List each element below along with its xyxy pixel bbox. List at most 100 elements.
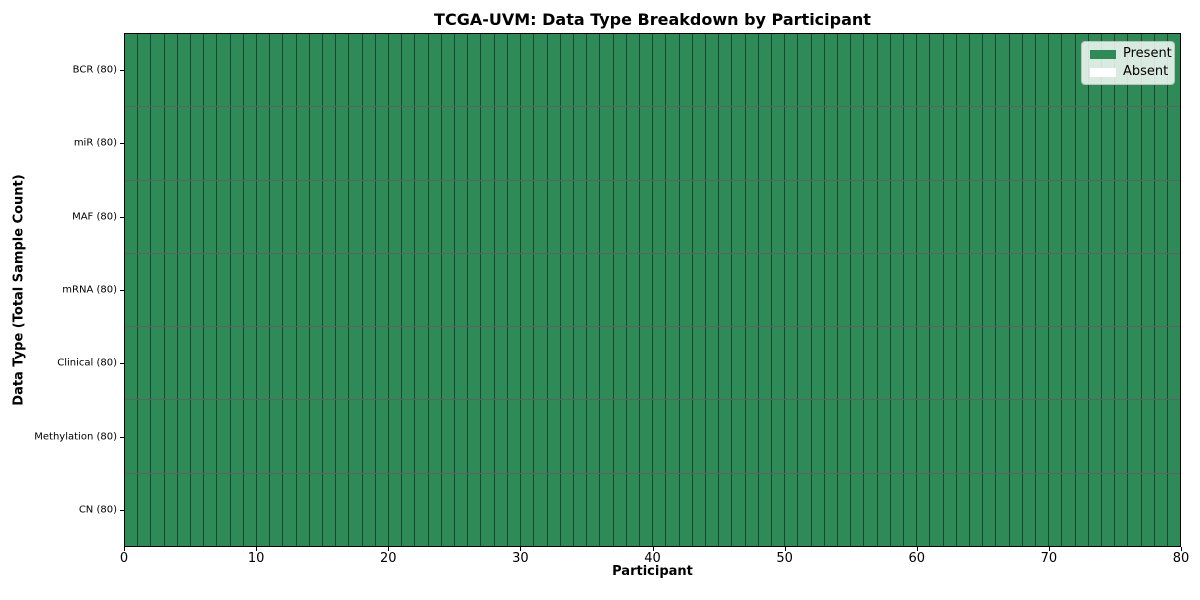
heatmap-cell bbox=[798, 34, 812, 107]
heatmap-cell bbox=[547, 180, 561, 253]
heatmap-cell bbox=[309, 34, 324, 107]
heatmap-cell bbox=[481, 253, 495, 327]
heatmap-cell bbox=[903, 400, 918, 473]
heatmap-cell bbox=[428, 180, 442, 253]
heatmap-cell bbox=[243, 180, 258, 253]
heatmap-cell bbox=[1062, 473, 1076, 546]
heatmap-cell bbox=[917, 180, 931, 253]
y-tick-mark bbox=[120, 216, 124, 218]
heatmap-cell bbox=[204, 473, 218, 546]
heatmap-cell bbox=[943, 327, 957, 400]
heatmap-cell bbox=[534, 180, 548, 253]
heatmap-cell bbox=[323, 253, 337, 327]
heatmap-cell bbox=[257, 253, 271, 327]
heatmap-cell bbox=[243, 473, 258, 546]
heatmap-cell bbox=[758, 473, 772, 546]
heatmap-cell bbox=[323, 107, 337, 180]
heatmap-cell bbox=[758, 327, 772, 400]
heatmap-cell bbox=[587, 107, 601, 180]
heatmap-cell bbox=[705, 400, 720, 473]
heatmap-cell bbox=[191, 327, 205, 400]
heatmap-cell bbox=[930, 107, 944, 180]
heatmap-cell bbox=[785, 180, 799, 253]
heatmap-cell bbox=[1102, 400, 1116, 473]
heatmap-cell bbox=[402, 400, 416, 473]
heatmap-cell bbox=[679, 107, 693, 180]
heatmap-cell bbox=[837, 34, 852, 107]
heatmap-cell bbox=[1036, 473, 1050, 546]
heatmap-cell bbox=[745, 400, 759, 473]
heatmap-cell bbox=[785, 34, 799, 107]
heatmap-cell bbox=[573, 253, 588, 327]
heatmap-cell bbox=[613, 327, 627, 400]
x-tick-mark bbox=[784, 547, 786, 551]
heatmap-cell bbox=[613, 400, 627, 473]
heatmap-cell bbox=[890, 327, 904, 400]
heatmap-cell bbox=[323, 180, 337, 253]
heatmap-cell bbox=[191, 400, 205, 473]
heatmap-cell bbox=[626, 327, 640, 400]
heatmap-cell bbox=[151, 327, 165, 400]
heatmap-cell bbox=[164, 107, 178, 180]
heatmap-cell bbox=[956, 400, 970, 473]
heatmap-cell bbox=[732, 327, 746, 400]
heatmap-cell bbox=[758, 107, 772, 180]
heatmap-cell bbox=[455, 34, 469, 107]
y-tick-label: Methylation (80) bbox=[34, 431, 117, 443]
heatmap-cell bbox=[230, 253, 244, 327]
heatmap-cell bbox=[349, 473, 363, 546]
heatmap-cell bbox=[138, 34, 152, 107]
heatmap-cell bbox=[613, 107, 627, 180]
heatmap-cell bbox=[1088, 253, 1103, 327]
heatmap-cell bbox=[283, 34, 297, 107]
heatmap-cell bbox=[666, 180, 680, 253]
heatmap-cell bbox=[943, 34, 957, 107]
heatmap-cell bbox=[415, 180, 429, 253]
heatmap-cell bbox=[600, 327, 614, 400]
heatmap-cell bbox=[204, 327, 218, 400]
x-tick-mark bbox=[1048, 547, 1050, 551]
heatmap-cell bbox=[613, 473, 627, 546]
heatmap-cell bbox=[573, 400, 588, 473]
heatmap-cell bbox=[164, 473, 178, 546]
heatmap-cell bbox=[653, 400, 667, 473]
heatmap-cell bbox=[943, 400, 957, 473]
heatmap-cell bbox=[719, 107, 733, 180]
heatmap-cell bbox=[798, 253, 812, 327]
heatmap-cell bbox=[1154, 327, 1169, 400]
heatmap-cell bbox=[230, 327, 244, 400]
heatmap-cell bbox=[507, 107, 522, 180]
heatmap-cell bbox=[494, 34, 508, 107]
heatmap-cell bbox=[1102, 473, 1116, 546]
heatmap-cell bbox=[653, 107, 667, 180]
heatmap-cell bbox=[1062, 327, 1076, 400]
heatmap-cell bbox=[970, 34, 984, 107]
heatmap-cell bbox=[573, 180, 588, 253]
heatmap-row bbox=[125, 34, 1181, 108]
heatmap-cell bbox=[1075, 180, 1089, 253]
heatmap-cell bbox=[970, 107, 984, 180]
heatmap-cell bbox=[771, 253, 786, 327]
heatmap-cell bbox=[534, 327, 548, 400]
heatmap-cell bbox=[547, 253, 561, 327]
x-tick-label: 20 bbox=[379, 551, 397, 566]
heatmap-cell bbox=[626, 400, 640, 473]
heatmap-cell bbox=[349, 34, 363, 107]
heatmap-cell bbox=[653, 34, 667, 107]
heatmap-cell bbox=[811, 253, 825, 327]
heatmap-cell bbox=[402, 253, 416, 327]
heatmap-cell bbox=[217, 180, 231, 253]
heatmap-cell bbox=[560, 34, 574, 107]
heatmap-cell bbox=[1022, 473, 1037, 546]
heatmap-cell bbox=[349, 400, 363, 473]
heatmap-cell bbox=[811, 473, 825, 546]
heatmap-cell bbox=[917, 473, 931, 546]
heatmap-cell bbox=[639, 473, 654, 546]
heatmap-cell bbox=[679, 400, 693, 473]
heatmap-cell bbox=[468, 34, 482, 107]
heatmap-cell bbox=[270, 180, 284, 253]
heatmap-cell bbox=[204, 180, 218, 253]
heatmap-cell bbox=[151, 253, 165, 327]
heatmap-cell bbox=[666, 253, 680, 327]
heatmap-cell bbox=[375, 253, 390, 327]
